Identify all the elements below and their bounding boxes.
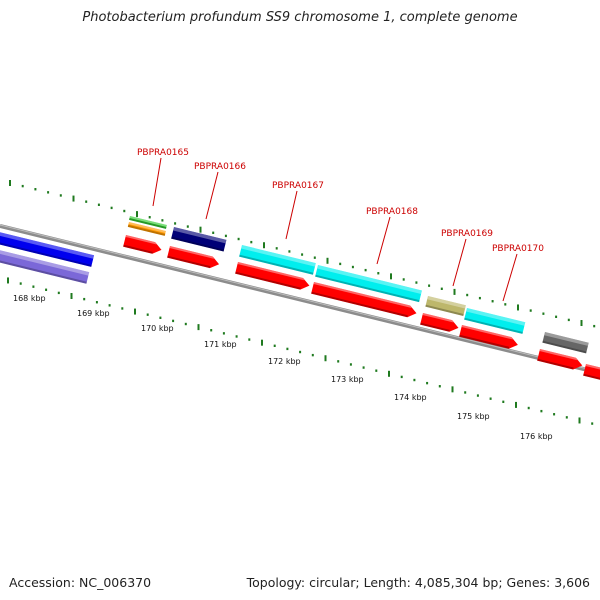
gene-callout-line <box>205 171 219 220</box>
lower-tick-ruler <box>7 277 594 425</box>
gene-arrow <box>311 282 417 318</box>
chromosome-backbone-highlight <box>0 224 600 373</box>
ruler-label: 174 kbp <box>394 393 427 402</box>
gene-arrow <box>420 313 459 332</box>
gene-arrow <box>123 235 162 254</box>
ruler-label: 173 kbp <box>331 375 364 384</box>
feature-bar-gray <box>542 332 589 354</box>
gene-label: PBPRA0166 <box>194 162 246 172</box>
feature-bar-cyan <box>239 244 316 275</box>
gene-track <box>123 235 600 381</box>
gene-arrow <box>459 325 518 349</box>
feature-bar-navy <box>171 227 227 252</box>
feature-bar-cyan <box>464 308 526 334</box>
ruler-label: 176 kbp <box>520 432 553 441</box>
gene-callouts: PBPRA0165 PBPRA0166 PBPRA0167 PBPRA0168 PBPR… <box>137 148 544 302</box>
ruler-label: 168 kbp <box>13 294 46 303</box>
ruler-label: 170 kbp <box>141 324 174 333</box>
chromosome-backbone <box>0 224 600 375</box>
gene-callout-line <box>152 157 162 207</box>
gene-callout-line <box>502 253 518 302</box>
gene-label: PBPRA0167 <box>272 181 324 191</box>
ruler-label: 171 kbp <box>204 340 237 349</box>
gene-arrow <box>537 349 583 370</box>
gene-callout-line <box>376 216 391 265</box>
gene-arrow <box>167 246 220 269</box>
topology-text: Topology: circular; Length: 4,085,304 bp… <box>246 575 590 590</box>
gene-arrow <box>235 262 310 290</box>
accession-text: Accession: NC_006370 <box>9 575 152 590</box>
gene-callout-line <box>452 238 467 287</box>
ruler-label: 172 kbp <box>268 357 301 366</box>
ruler-label: 169 kbp <box>77 309 110 318</box>
feature-track <box>0 216 589 354</box>
gene-label: PBPRA0168 <box>366 207 418 217</box>
gene-label: PBPRA0169 <box>441 229 493 239</box>
feature-bar-blue <box>0 231 95 267</box>
ruler-labels: 168 kbp 169 kbp 170 kbp 171 kbp 172 kbp 173 k… <box>13 294 553 441</box>
feature-bar-khaki <box>425 296 466 316</box>
map-title: Photobacterium profundum SS9 chromosome … <box>82 10 518 25</box>
ruler-label: 175 kbp <box>457 412 490 421</box>
feature-bar-cyan <box>315 265 422 303</box>
feature-bar-orange <box>127 222 166 236</box>
gene-arrow <box>583 364 600 381</box>
gene-label: PBPRA0165 <box>137 148 189 158</box>
gene-label: PBPRA0170 <box>492 244 544 254</box>
feature-bar-green <box>129 216 167 229</box>
upper-tick-ruler <box>9 180 596 328</box>
feature-bar-slate <box>0 249 90 284</box>
gene-callout-line <box>285 190 298 240</box>
